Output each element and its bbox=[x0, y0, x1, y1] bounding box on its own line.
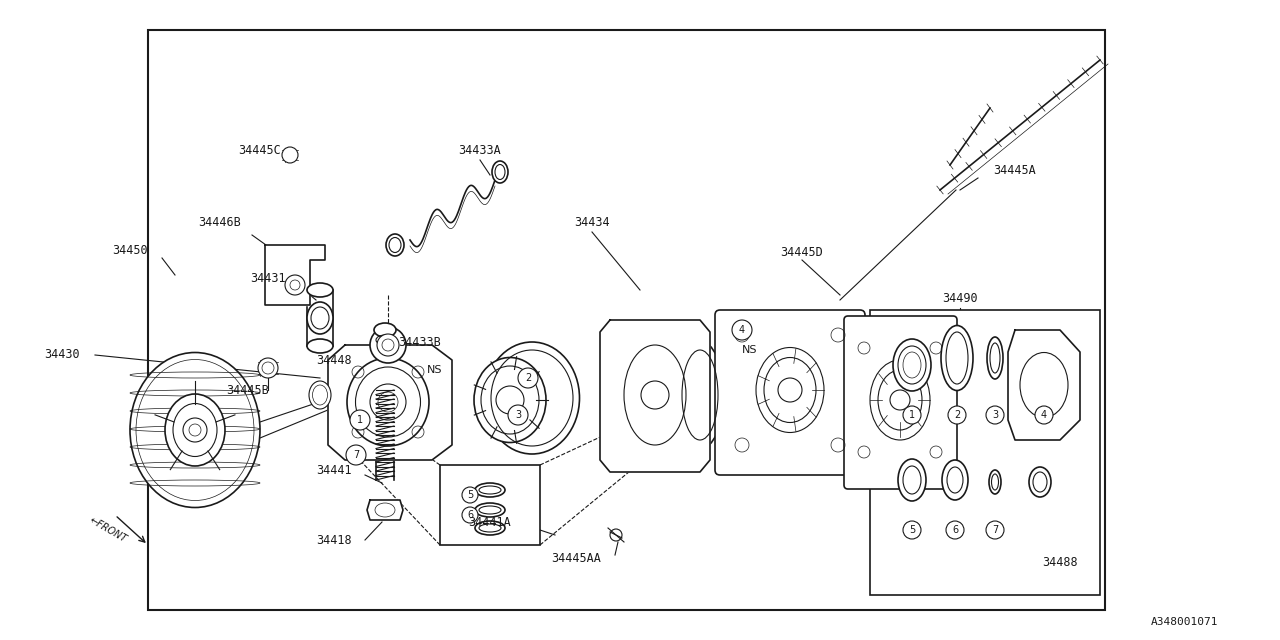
FancyBboxPatch shape bbox=[716, 310, 865, 475]
Circle shape bbox=[349, 410, 370, 430]
Circle shape bbox=[183, 418, 207, 442]
Ellipse shape bbox=[942, 460, 968, 500]
Bar bbox=[148, 30, 1105, 610]
Polygon shape bbox=[367, 500, 403, 520]
Ellipse shape bbox=[485, 342, 580, 454]
Text: 34418: 34418 bbox=[316, 534, 352, 547]
Circle shape bbox=[986, 406, 1004, 424]
Circle shape bbox=[462, 507, 477, 523]
Ellipse shape bbox=[165, 394, 225, 466]
Text: 34448: 34448 bbox=[316, 353, 352, 367]
Ellipse shape bbox=[1029, 467, 1051, 497]
Text: 34445AA: 34445AA bbox=[552, 552, 600, 564]
Circle shape bbox=[732, 320, 753, 340]
Circle shape bbox=[986, 521, 1004, 539]
Text: 5: 5 bbox=[467, 490, 474, 500]
Text: 4: 4 bbox=[739, 325, 745, 335]
Circle shape bbox=[370, 327, 406, 363]
Text: 34441: 34441 bbox=[316, 463, 352, 477]
Circle shape bbox=[518, 368, 538, 388]
Ellipse shape bbox=[474, 358, 547, 442]
Circle shape bbox=[346, 445, 366, 465]
Text: 34445D: 34445D bbox=[781, 246, 823, 259]
Ellipse shape bbox=[374, 323, 396, 337]
Text: A348001071: A348001071 bbox=[1151, 617, 1219, 627]
Ellipse shape bbox=[307, 302, 333, 334]
Text: 34446B: 34446B bbox=[198, 216, 242, 228]
FancyBboxPatch shape bbox=[844, 316, 957, 489]
Polygon shape bbox=[600, 320, 710, 472]
Circle shape bbox=[462, 487, 477, 503]
Text: 34433A: 34433A bbox=[458, 143, 502, 157]
Text: 34430: 34430 bbox=[45, 349, 79, 362]
Text: 3: 3 bbox=[992, 410, 998, 420]
Text: 34445A: 34445A bbox=[993, 163, 1037, 177]
Bar bbox=[870, 310, 1100, 595]
Text: 3: 3 bbox=[515, 410, 521, 420]
Text: 1: 1 bbox=[909, 410, 915, 420]
Text: 7: 7 bbox=[353, 450, 360, 460]
Ellipse shape bbox=[989, 470, 1001, 494]
Text: 1: 1 bbox=[357, 415, 364, 425]
Polygon shape bbox=[328, 345, 452, 460]
Ellipse shape bbox=[475, 503, 506, 517]
Circle shape bbox=[497, 386, 524, 414]
Text: 34431: 34431 bbox=[250, 271, 285, 285]
Text: 34445B: 34445B bbox=[227, 383, 269, 397]
Circle shape bbox=[282, 147, 298, 163]
Text: 34450: 34450 bbox=[113, 243, 147, 257]
Ellipse shape bbox=[492, 161, 508, 183]
Text: 7: 7 bbox=[992, 525, 998, 535]
Circle shape bbox=[948, 406, 966, 424]
Bar bbox=[440, 465, 540, 545]
Ellipse shape bbox=[987, 337, 1004, 379]
Ellipse shape bbox=[941, 326, 973, 390]
Text: 6: 6 bbox=[952, 525, 957, 535]
Ellipse shape bbox=[387, 234, 404, 256]
Text: 4: 4 bbox=[1041, 410, 1047, 420]
Ellipse shape bbox=[307, 339, 333, 353]
Polygon shape bbox=[1009, 330, 1080, 440]
Ellipse shape bbox=[475, 483, 506, 497]
Ellipse shape bbox=[308, 381, 332, 409]
Text: 34434: 34434 bbox=[575, 216, 609, 228]
Text: 34490: 34490 bbox=[942, 291, 978, 305]
Text: NS: NS bbox=[742, 345, 758, 355]
Circle shape bbox=[259, 358, 278, 378]
Text: 34433B: 34433B bbox=[398, 335, 442, 349]
Text: NS: NS bbox=[428, 365, 443, 375]
Ellipse shape bbox=[131, 353, 260, 508]
Circle shape bbox=[902, 521, 922, 539]
Text: 6: 6 bbox=[467, 510, 474, 520]
Text: 34441A: 34441A bbox=[468, 515, 512, 529]
Circle shape bbox=[902, 406, 922, 424]
Polygon shape bbox=[265, 245, 325, 305]
Ellipse shape bbox=[893, 339, 931, 391]
Ellipse shape bbox=[307, 283, 333, 297]
Text: ←FRONT: ←FRONT bbox=[87, 515, 128, 545]
Circle shape bbox=[946, 521, 964, 539]
Text: 2: 2 bbox=[525, 373, 531, 383]
Ellipse shape bbox=[475, 521, 506, 535]
Circle shape bbox=[1036, 406, 1053, 424]
Text: 5: 5 bbox=[909, 525, 915, 535]
Ellipse shape bbox=[899, 459, 925, 501]
Circle shape bbox=[370, 384, 406, 420]
Text: 34488: 34488 bbox=[1042, 556, 1078, 568]
Circle shape bbox=[378, 334, 399, 356]
Ellipse shape bbox=[676, 341, 724, 449]
Circle shape bbox=[508, 405, 529, 425]
Ellipse shape bbox=[347, 358, 429, 446]
Text: 34445C: 34445C bbox=[238, 143, 282, 157]
Text: 2: 2 bbox=[954, 410, 960, 420]
